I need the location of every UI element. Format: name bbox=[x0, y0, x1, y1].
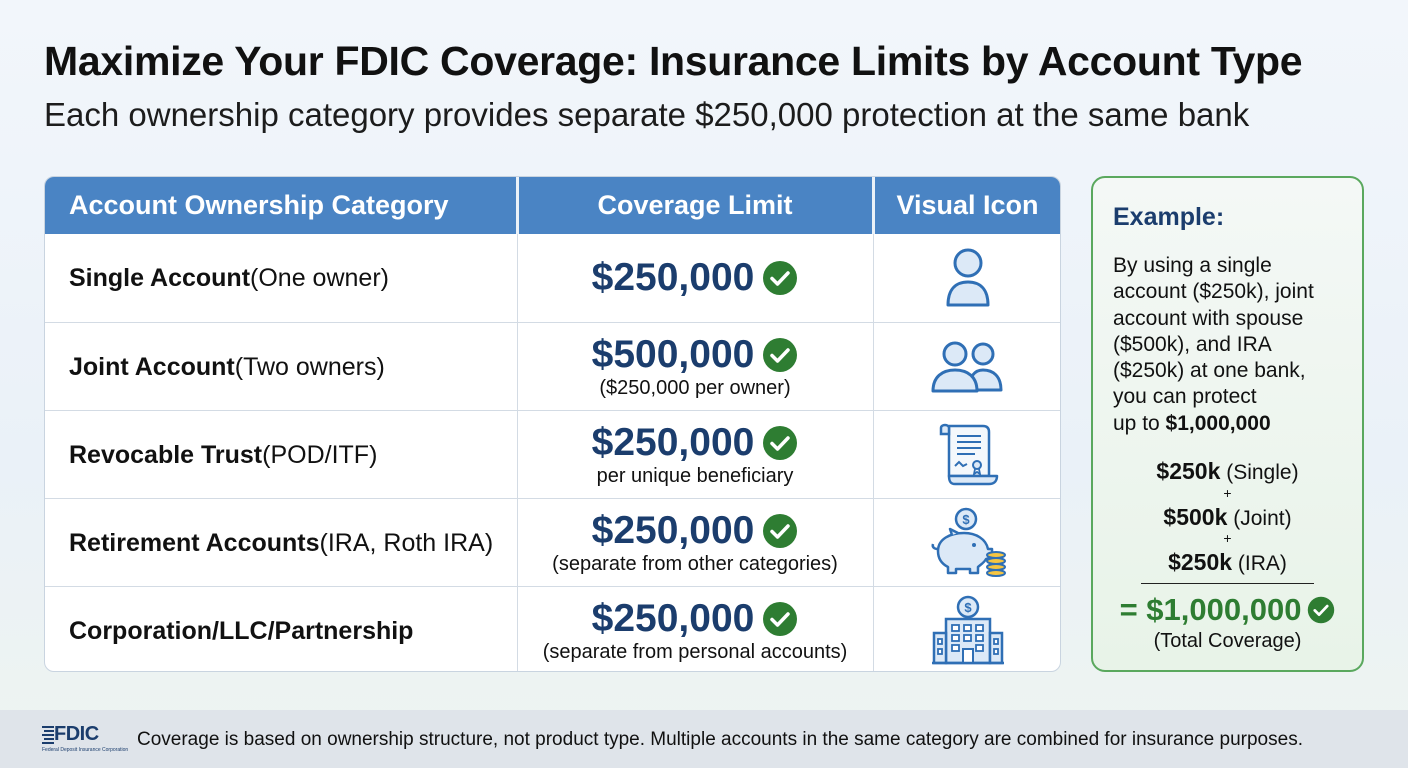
calc-divider bbox=[1141, 583, 1314, 584]
category-name: Joint Account bbox=[69, 352, 235, 381]
example-total-inline: $1,000,000 bbox=[1165, 411, 1271, 435]
example-line: account ($250k), joint bbox=[1113, 280, 1314, 304]
icon-cell bbox=[873, 411, 1060, 499]
fdic-logo: FDIC Federal Deposit Insurance Corporati… bbox=[42, 723, 129, 757]
icon-cell: $ bbox=[873, 499, 1060, 587]
total-line: = $1,000,000 bbox=[1093, 592, 1362, 628]
column-divider bbox=[873, 234, 874, 671]
header-category: Account Ownership Category bbox=[69, 190, 449, 220]
calc-amount: $250k bbox=[1168, 549, 1233, 575]
category-detail: (One owner) bbox=[250, 263, 389, 292]
category-cell: Single Account (One owner) bbox=[69, 234, 389, 322]
example-title: Example: bbox=[1113, 203, 1225, 231]
coverage-cell: $250,000 per unique beneficiary bbox=[517, 411, 873, 499]
coverage-cell: $250,000 (separate from personal account… bbox=[517, 587, 873, 671]
check-circle-icon bbox=[763, 514, 798, 548]
two-people-icon bbox=[931, 341, 1002, 393]
svg-text:$: $ bbox=[964, 600, 972, 615]
example-body: By using a single account ($250k), joint… bbox=[1113, 253, 1353, 437]
total-label: (Total Coverage) bbox=[1153, 630, 1302, 652]
column-divider bbox=[517, 234, 518, 671]
check-circle-icon bbox=[763, 338, 798, 372]
calc-amount: $500k bbox=[1163, 504, 1228, 530]
coverage-cell: $500,000 ($250,000 per owner) bbox=[517, 323, 873, 411]
document-scroll-icon bbox=[939, 423, 998, 486]
page-subtitle: Each ownership category provides separat… bbox=[44, 96, 1250, 133]
example-line-prefix: up to bbox=[1113, 411, 1166, 435]
calc-label: (IRA) bbox=[1232, 552, 1287, 575]
coverage-note: (separate from other categories) bbox=[552, 553, 838, 575]
fdic-logo-subtext: Federal Deposit Insurance Corporation bbox=[42, 747, 129, 753]
person-icon bbox=[946, 248, 989, 307]
calc-single: $250k (Single) bbox=[1093, 458, 1362, 485]
coverage-amount: $250,000 bbox=[591, 421, 755, 464]
coverage-cell: $250,000 (separate from other categories… bbox=[517, 499, 873, 587]
table-header: Account Ownership Category Coverage Limi… bbox=[45, 177, 1060, 234]
category-detail: (POD/ITF) bbox=[262, 440, 378, 469]
coverage-amount: $250,000 bbox=[591, 597, 755, 640]
page-title: Maximize Your FDIC Coverage: Insurance L… bbox=[44, 38, 1303, 84]
coverage-note: ($250,000 per owner) bbox=[599, 377, 791, 399]
office-building-icon: $ bbox=[931, 595, 1004, 665]
example-box: Example: By using a single account ($250… bbox=[1091, 176, 1364, 672]
calc-amount: $250k bbox=[1156, 458, 1221, 484]
category-name: Corporation/LLC/Partnership bbox=[69, 616, 414, 645]
category-detail: (Two owners) bbox=[234, 352, 385, 381]
header-icon: Visual Icon bbox=[896, 190, 1039, 220]
header-coverage: Coverage Limit bbox=[597, 190, 793, 220]
table-row-retirement: Retirement Accounts (IRA, Roth IRA) $250… bbox=[45, 498, 1060, 586]
category-detail: (IRA, Roth IRA) bbox=[319, 528, 494, 557]
icon-cell bbox=[873, 234, 1060, 322]
total-amount: = $1,000,000 bbox=[1119, 592, 1302, 627]
example-line: you can protect bbox=[1113, 385, 1257, 409]
table-row-joint: Joint Account (Two owners) $500,000 ($25… bbox=[45, 322, 1060, 410]
category-name: Retirement Accounts bbox=[69, 528, 320, 557]
coverage-amount: $250,000 bbox=[591, 509, 755, 552]
check-circle-icon bbox=[763, 426, 798, 460]
example-line: ($250k) at one bank, bbox=[1113, 359, 1306, 383]
example-line: account with spouse bbox=[1113, 306, 1304, 330]
svg-text:$: $ bbox=[962, 512, 970, 527]
header-divider bbox=[872, 177, 875, 234]
piggy-bank-icon: $ bbox=[931, 507, 1006, 577]
fdic-logo-text: FDIC bbox=[54, 723, 99, 745]
coverage-cell: $250,000 bbox=[517, 234, 873, 322]
example-line: up to $1,000,000 bbox=[1113, 411, 1353, 437]
calc-plus: + bbox=[1223, 485, 1232, 501]
coverage-note: (separate from personal accounts) bbox=[542, 641, 848, 663]
check-circle-icon bbox=[1308, 596, 1335, 624]
table-row-corporation: Corporation/LLC/Partnership $250,000 (se… bbox=[45, 586, 1060, 671]
fdic-logo-stripes-icon bbox=[42, 726, 54, 744]
calc-plus: + bbox=[1223, 530, 1232, 546]
coverage-amount: $250,000 bbox=[591, 256, 755, 299]
example-line: By using a single bbox=[1113, 254, 1272, 277]
check-circle-icon bbox=[763, 602, 798, 636]
calc-joint: $500k (Joint) bbox=[1093, 504, 1362, 531]
coverage-note: per unique beneficiary bbox=[596, 465, 794, 487]
category-cell: Joint Account (Two owners) bbox=[69, 323, 385, 411]
header-divider bbox=[516, 177, 519, 234]
table-row-single: Single Account (One owner) $250,000 bbox=[45, 234, 1060, 322]
category-cell: Retirement Accounts (IRA, Roth IRA) bbox=[69, 499, 493, 587]
coverage-table: Account Ownership Category Coverage Limi… bbox=[44, 176, 1061, 672]
example-line: ($500k), and IRA bbox=[1113, 332, 1272, 356]
icon-cell bbox=[873, 323, 1060, 411]
category-cell: Revocable Trust (POD/ITF) bbox=[69, 411, 377, 499]
table-row-revocable-trust: Revocable Trust (POD/ITF) $250,000 per u… bbox=[45, 410, 1060, 498]
check-circle-icon bbox=[763, 261, 798, 295]
calc-label: (Single) bbox=[1220, 461, 1299, 484]
coverage-amount: $500,000 bbox=[591, 333, 755, 376]
category-name: Single Account bbox=[69, 263, 251, 292]
calc-label: (Joint) bbox=[1227, 507, 1292, 530]
category-name: Revocable Trust bbox=[69, 440, 263, 469]
footer: FDIC Federal Deposit Insurance Corporati… bbox=[0, 710, 1408, 768]
icon-cell: $ bbox=[873, 587, 1060, 671]
footer-note: Coverage is based on ownership structure… bbox=[137, 729, 1303, 750]
calc-ira: $250k (IRA) bbox=[1093, 549, 1362, 576]
category-cell: Corporation/LLC/Partnership bbox=[69, 587, 414, 671]
